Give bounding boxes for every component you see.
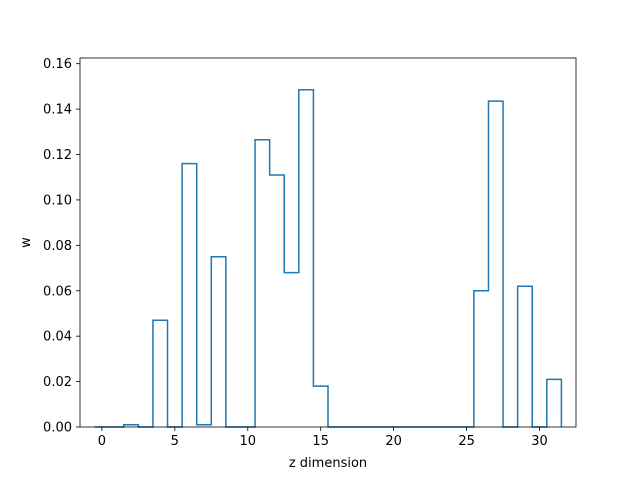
y-tick-label: 0.08 [43, 239, 72, 254]
y-tick-label: 0.04 [43, 330, 72, 345]
y-tick-label: 0.06 [43, 284, 72, 299]
axes: 0 5 10 15 20 25 30 0.00 0.02 0.04 0.06 0.08 0.10 0.12… [43, 57, 577, 449]
y-axis-label: w [19, 237, 34, 248]
plot-area [94, 89, 563, 428]
axes-frame [79, 57, 577, 428]
x-tick-label: 10 [239, 434, 256, 449]
y-tick-label: 0.16 [43, 57, 72, 72]
y-tick-label: 0.00 [43, 421, 72, 436]
y-tick-label: 0.10 [43, 193, 72, 208]
x-tick-label: 15 [312, 434, 329, 449]
x-tick-label: 30 [531, 434, 548, 449]
y-tick-label: 0.02 [43, 375, 72, 390]
x-tick-label: 25 [458, 434, 475, 449]
x-axis-label: z dimension [289, 456, 367, 471]
x-tick-label: 5 [171, 434, 179, 449]
x-tick-label: 20 [385, 434, 402, 449]
y-tick-label: 0.12 [43, 148, 72, 163]
series-step-line-0 [94, 89, 563, 428]
y-tick-label: 0.14 [43, 103, 72, 118]
x-tick-label: 0 [98, 434, 106, 449]
